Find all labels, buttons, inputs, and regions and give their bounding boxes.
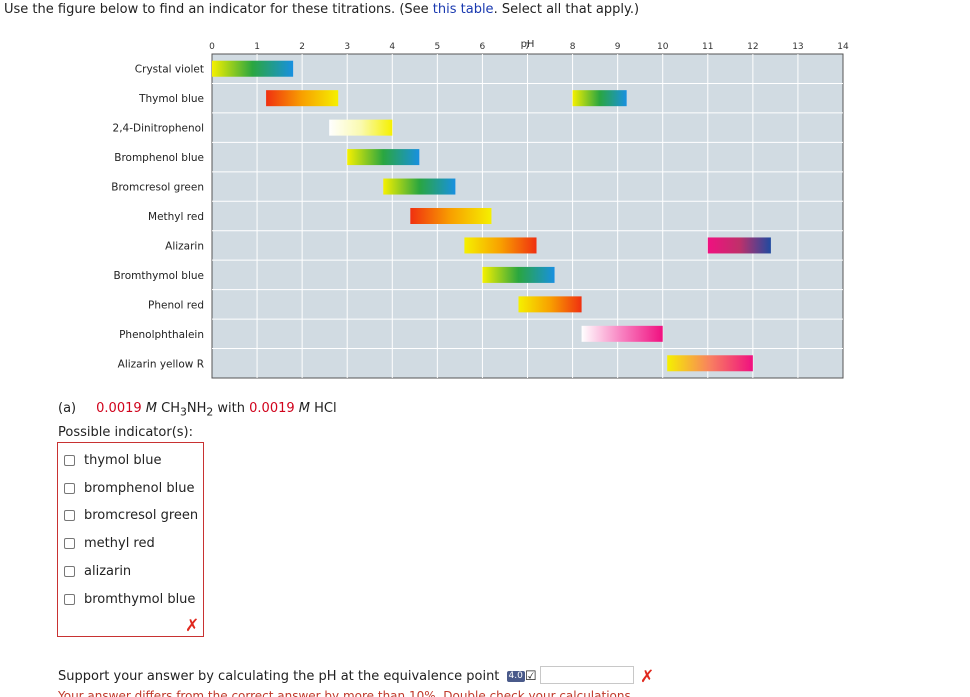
indicator-label: Methyl red xyxy=(148,211,204,223)
option-methyl-red[interactable]: methyl red xyxy=(64,536,155,551)
indicator-label: Phenol red xyxy=(148,299,204,311)
x-tick-label: 9 xyxy=(615,42,621,52)
question-text: Use the figure below to find an indicato… xyxy=(4,2,639,17)
incorrect-icon: ✗ xyxy=(185,616,200,636)
question-prefix: Use the figure below to find an indicato… xyxy=(4,2,433,17)
indicator-label: Bromcresol green xyxy=(111,182,204,194)
species-1: CH3NH2 xyxy=(161,401,214,419)
color-range-bar xyxy=(707,237,771,254)
indicator-label: Bromphenol blue xyxy=(114,152,204,164)
equivalence-ph-input[interactable] xyxy=(540,666,634,684)
x-tick-label: 0 xyxy=(209,42,215,52)
option-label: thymol blue xyxy=(84,453,162,468)
indicator-label: Alizarin yellow R xyxy=(118,358,204,370)
option-label: methyl red xyxy=(84,536,155,551)
option-alizarin[interactable]: alizarin xyxy=(64,564,131,579)
checkbox[interactable] xyxy=(64,455,75,466)
sig-fig-badge: 4.0 xyxy=(506,671,525,682)
option-label: bromcresol green xyxy=(84,508,199,523)
color-range-bar xyxy=(518,296,582,313)
x-tick-label: 6 xyxy=(480,42,486,52)
checkbox[interactable] xyxy=(64,510,75,521)
color-range-bar xyxy=(212,60,294,77)
color-range-bar xyxy=(667,355,753,372)
color-range-bar xyxy=(464,237,537,254)
checkbox[interactable] xyxy=(64,594,75,605)
indicator-chart: pH 0 1 2 3 4 5 6 7 8 9 10 11 12 13 14 Crystal violet Thym… xyxy=(0,30,970,390)
option-bromphenol-blue[interactable]: bromphenol blue xyxy=(64,481,194,496)
feedback-message: Your answer differs from the correct ans… xyxy=(58,690,635,697)
check-icon: ☑ xyxy=(524,669,537,684)
x-tick-label: 5 xyxy=(434,42,440,52)
option-bromthymol-blue[interactable]: bromthymol blue xyxy=(64,592,195,607)
question-suffix: . Select all that apply.) xyxy=(493,2,640,17)
table-link[interactable]: this table xyxy=(432,2,494,17)
species-1-a: CH xyxy=(161,401,180,416)
indicator-label: Crystal violet xyxy=(135,64,204,76)
option-label: bromthymol blue xyxy=(84,592,196,607)
checkbox[interactable] xyxy=(64,566,75,577)
indicator-options: thymol blue bromphenol blue bromcresol g… xyxy=(57,442,204,637)
concentration-1: 0.0019 xyxy=(96,401,142,416)
x-tick-label: 14 xyxy=(837,42,849,52)
option-label: bromphenol blue xyxy=(84,481,195,496)
x-tick-label: 8 xyxy=(570,42,576,52)
color-range-bar xyxy=(266,90,339,107)
x-tick-label: 4 xyxy=(389,42,395,52)
color-range-bar xyxy=(383,178,456,195)
option-label: alizarin xyxy=(84,564,132,579)
color-range-bar xyxy=(347,149,420,166)
color-range-bar xyxy=(329,119,393,136)
x-tick-label: 1 xyxy=(254,42,260,52)
part-a-prompt: (a) 0.0019 M CH3NH2 with 0.0019 M HCl xyxy=(58,401,337,419)
indicator-label: Thymol blue xyxy=(138,93,204,105)
color-range-bar xyxy=(410,208,492,224)
x-tick-label: 11 xyxy=(702,42,713,52)
x-tick-label: 3 xyxy=(344,42,350,52)
color-range-bar xyxy=(581,325,663,342)
ph-axis-label: pH xyxy=(521,39,535,50)
indicator-label: Phenolphthalein xyxy=(119,329,204,341)
support-prompt: Support your answer by calculating the p… xyxy=(58,669,537,684)
color-range-bar xyxy=(572,90,627,107)
part-a-label: (a) xyxy=(58,401,77,416)
x-tick-label: 2 xyxy=(299,42,305,52)
molar-unit-2: M xyxy=(298,401,311,416)
species-2: HCl xyxy=(314,401,337,416)
concentration-2: 0.0019 xyxy=(249,401,295,416)
indicator-label: 2,4-Dinitrophenol xyxy=(113,123,204,135)
species-1-sub: 3 xyxy=(180,405,187,419)
with-word: with xyxy=(217,401,246,416)
x-tick-label: 10 xyxy=(657,42,669,52)
support-text: Support your answer by calculating the p… xyxy=(58,669,500,684)
species-1-b: NH xyxy=(186,401,207,416)
option-bromcresol-green[interactable]: bromcresol green xyxy=(64,508,198,523)
indicator-label: Alizarin xyxy=(165,240,204,252)
x-tick-label: 13 xyxy=(792,42,803,52)
molar-unit-1: M xyxy=(145,401,157,416)
x-tick-label: 12 xyxy=(747,42,758,52)
indicator-label: Bromthymol blue xyxy=(113,270,204,282)
x-tick-label: 7 xyxy=(525,42,531,52)
option-thymol-blue[interactable]: thymol blue xyxy=(64,453,162,468)
possible-indicators-label: Possible indicator(s): xyxy=(58,425,194,440)
checkbox[interactable] xyxy=(64,538,75,549)
checkbox[interactable] xyxy=(64,483,75,494)
species-1-sub2: 2 xyxy=(206,405,214,419)
color-range-bar xyxy=(482,266,555,283)
incorrect-icon: ✗ xyxy=(640,667,655,687)
